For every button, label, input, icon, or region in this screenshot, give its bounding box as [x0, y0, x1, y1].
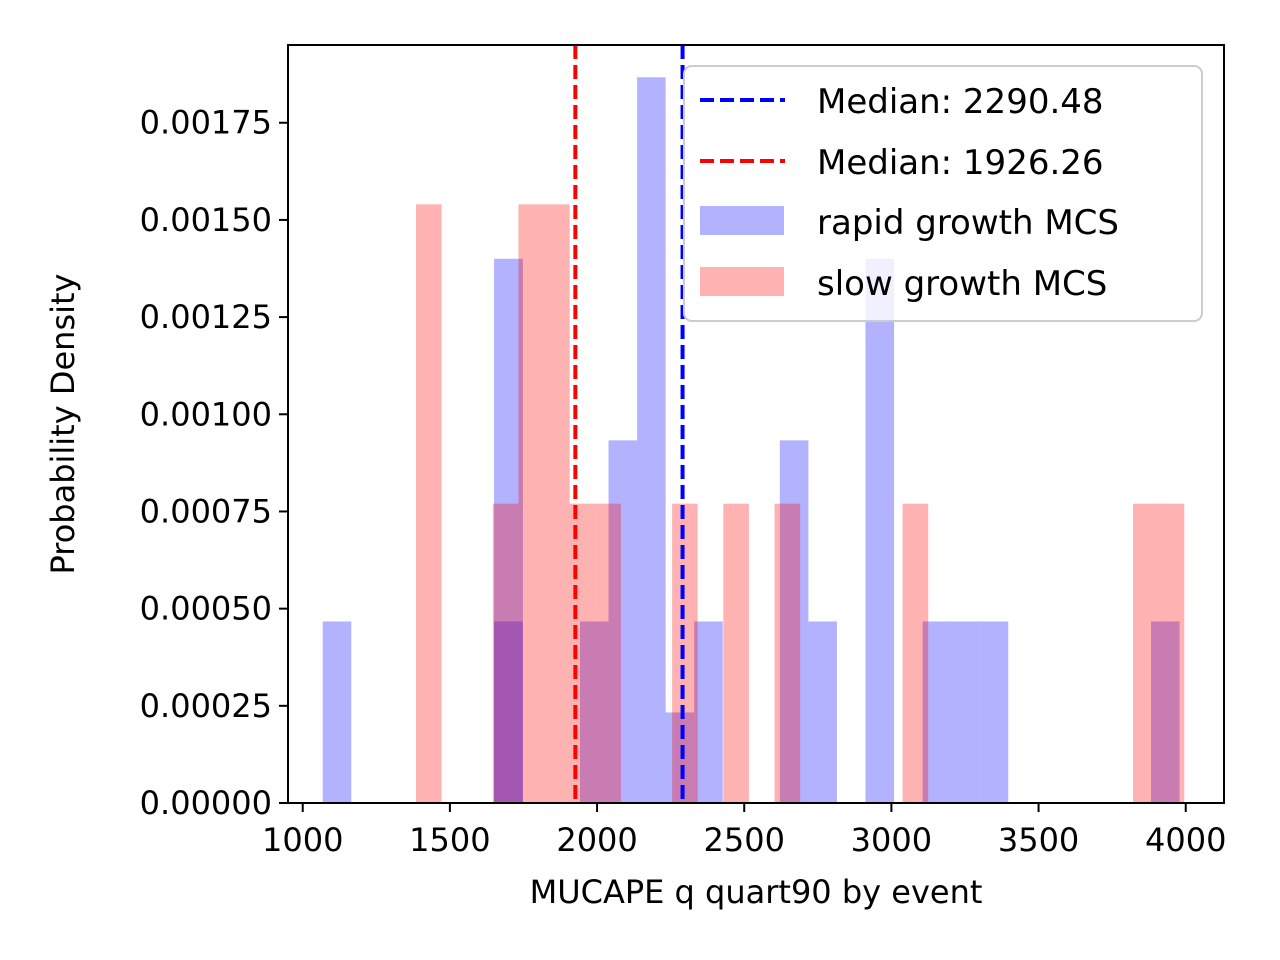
bar-series1-10 [1133, 503, 1159, 803]
bar-series0-13 [979, 621, 1009, 803]
y-tick-label: 0.00000 [140, 784, 272, 822]
bar-series0-14 [1151, 621, 1180, 803]
x-tick-label: 2500 [704, 821, 785, 859]
legend: Median: 2290.48 Median: 1926.26 rapid gr… [683, 65, 1203, 322]
bar-series1-11 [1158, 503, 1185, 803]
bar-series1-5 [595, 503, 621, 803]
plot-frame [287, 44, 1225, 804]
x-axis-label: MUCAPE q quart90 by event [530, 873, 983, 911]
bar-series0-3 [579, 621, 609, 803]
legend-slow-label: slow growth MCS [817, 264, 1107, 304]
bar-series0-2 [494, 621, 523, 803]
bar-series0-4 [608, 440, 638, 803]
bar-series0-11 [922, 621, 952, 803]
y-tick-label: 0.00100 [140, 395, 272, 433]
legend-median-blue-label: Median: 2290.48 [817, 82, 1104, 122]
legend-slow-swatch [700, 267, 784, 296]
bar-series0-9 [808, 621, 837, 803]
bar-series1-1 [492, 503, 519, 803]
x-axis-ticks: 1000 1500 2000 2500 3000 3500 4000 [262, 803, 1226, 859]
bar-series0-12 [951, 621, 980, 803]
x-tick-label: 3500 [998, 821, 1079, 859]
series-0 [322, 77, 1180, 803]
bar-series0-7 [694, 621, 723, 803]
median-lines [573, 45, 685, 803]
bar-series1-2 [518, 204, 545, 803]
x-tick-label: 2000 [556, 821, 637, 859]
bars-layer [322, 77, 1185, 803]
bar-series1-7 [723, 503, 749, 803]
bar-series1-8 [774, 503, 801, 803]
legend-rapid-swatch [700, 206, 784, 235]
x-tick-label: 4000 [1145, 821, 1226, 859]
y-tick-label: 0.00025 [140, 687, 272, 725]
bar-series0-1 [494, 258, 523, 803]
y-tick-label: 0.00050 [140, 590, 272, 628]
bar-series1-9 [902, 503, 929, 803]
legend-rapid-label: rapid growth MCS [817, 203, 1119, 243]
bar-series1-6 [672, 503, 698, 803]
bar-series0-0 [322, 621, 352, 803]
x-tick-label: 3000 [851, 821, 932, 859]
y-tick-label: 0.00075 [140, 492, 272, 530]
y-axis-label: Probability Density [44, 274, 82, 575]
y-tick-label: 0.00175 [140, 104, 272, 142]
bar-series1-0 [416, 204, 442, 803]
bar-series1-3 [544, 204, 570, 803]
y-tick-label: 0.00125 [140, 298, 272, 336]
bar-series0-10 [865, 258, 895, 803]
bar-series0-6 [665, 712, 695, 803]
series-1 [416, 204, 1185, 803]
y-tick-label: 0.00150 [140, 201, 272, 239]
x-tick-label: 1000 [262, 821, 343, 859]
legend-median-red-label: Median: 1926.26 [817, 143, 1104, 183]
x-tick-label: 1500 [409, 821, 490, 859]
legend-box [683, 65, 1203, 322]
bar-series0-5 [637, 77, 666, 803]
y-axis-ticks: 0.00000 0.00025 0.00050 0.00075 0.00100 0.001… [140, 104, 288, 822]
bar-series0-8 [779, 440, 809, 803]
